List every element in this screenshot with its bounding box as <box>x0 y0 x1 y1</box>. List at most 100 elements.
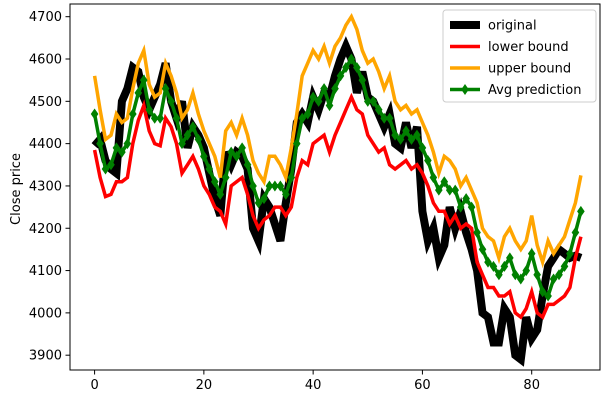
y-tick-label: 4500 <box>29 95 62 110</box>
y-tick-label: 4400 <box>29 137 62 152</box>
data-point <box>221 171 230 183</box>
data-point <box>303 108 312 120</box>
x-tick-label: 60 <box>414 378 431 393</box>
data-point <box>161 83 170 95</box>
data-point <box>336 70 345 82</box>
legend-label-upper-bound: upper bound <box>488 62 571 77</box>
data-point <box>500 260 509 272</box>
data-point <box>424 155 432 167</box>
data-point <box>555 269 563 281</box>
data-point <box>484 256 492 268</box>
y-tick-label: 4200 <box>29 222 62 237</box>
y-axis-label: Close price <box>9 153 24 225</box>
data-point <box>320 83 328 95</box>
data-point <box>413 129 421 141</box>
data-point <box>112 142 121 154</box>
legend-label-original: original <box>488 19 537 34</box>
data-point <box>167 95 175 107</box>
y-tick-label: 4700 <box>29 10 62 25</box>
data-point <box>96 138 104 150</box>
data-point <box>227 146 235 158</box>
data-point <box>292 138 301 150</box>
data-point <box>467 201 476 213</box>
data-point <box>342 61 350 73</box>
data-point <box>435 184 443 196</box>
data-point <box>544 290 552 302</box>
data-point <box>150 112 159 124</box>
data-point <box>271 180 279 192</box>
data-point <box>396 133 405 145</box>
data-point <box>418 142 427 154</box>
data-point <box>298 112 307 124</box>
x-tick-label: 20 <box>196 378 213 393</box>
data-point <box>205 163 214 175</box>
data-point <box>145 104 154 116</box>
data-point <box>123 138 132 150</box>
data-point <box>183 129 192 141</box>
plot-frame <box>69 3 601 371</box>
x-tick-label: 80 <box>523 378 540 393</box>
data-point <box>363 95 372 107</box>
data-point <box>118 146 126 158</box>
data-point <box>440 176 449 188</box>
data-point <box>325 100 334 112</box>
series-line-lower-bound <box>92 92 583 320</box>
data-point <box>451 184 460 196</box>
y-tick-label: 4600 <box>29 53 62 68</box>
x-tick-label: 0 <box>90 378 98 393</box>
data-point <box>358 74 367 86</box>
data-point <box>189 121 197 133</box>
y-tick-label: 4300 <box>29 179 62 194</box>
data-point <box>462 193 470 205</box>
data-point <box>194 133 203 145</box>
y-tick-label: 4100 <box>29 264 62 279</box>
data-point <box>506 252 514 264</box>
data-point <box>473 226 481 238</box>
data-point <box>522 265 531 277</box>
data-point <box>402 125 410 137</box>
data-point <box>101 163 110 175</box>
plot-lines <box>90 13 585 367</box>
data-point <box>560 260 569 272</box>
data-point <box>90 108 99 120</box>
data-point <box>178 138 186 150</box>
data-point <box>429 171 438 183</box>
data-point <box>276 180 285 192</box>
data-point <box>385 112 394 124</box>
legend-label-lower-bound: lower bound <box>488 40 569 55</box>
data-point <box>489 260 498 272</box>
data-point <box>571 226 580 238</box>
data-point <box>538 286 547 298</box>
data-point <box>287 171 296 183</box>
data-point <box>265 180 274 192</box>
data-point <box>331 83 339 95</box>
data-point <box>216 188 225 200</box>
data-point <box>314 95 323 107</box>
data-point <box>249 180 257 192</box>
series-line-upper-bound <box>92 13 583 269</box>
data-point <box>456 201 465 213</box>
data-point <box>495 269 503 281</box>
data-point <box>139 74 148 86</box>
data-point <box>566 248 574 260</box>
data-point <box>210 176 219 188</box>
data-point <box>380 112 388 124</box>
axes <box>69 3 601 371</box>
data-point <box>238 142 246 154</box>
data-point <box>129 108 137 120</box>
data-point <box>407 133 416 145</box>
data-point <box>200 150 208 162</box>
ticks: 0 20 40 60 80 3900 4000 4100 4200 4300 4400 4500 460… <box>29 10 540 393</box>
data-point <box>445 184 454 196</box>
y-tick-label: 3900 <box>29 349 62 364</box>
data-point <box>353 61 361 73</box>
data-point <box>478 243 487 255</box>
data-point <box>172 112 181 124</box>
data-point <box>549 273 558 285</box>
data-point <box>260 193 268 205</box>
x-tick-label: 40 <box>305 378 322 393</box>
data-point <box>391 129 399 141</box>
data-point <box>107 159 115 171</box>
data-point <box>511 269 520 281</box>
